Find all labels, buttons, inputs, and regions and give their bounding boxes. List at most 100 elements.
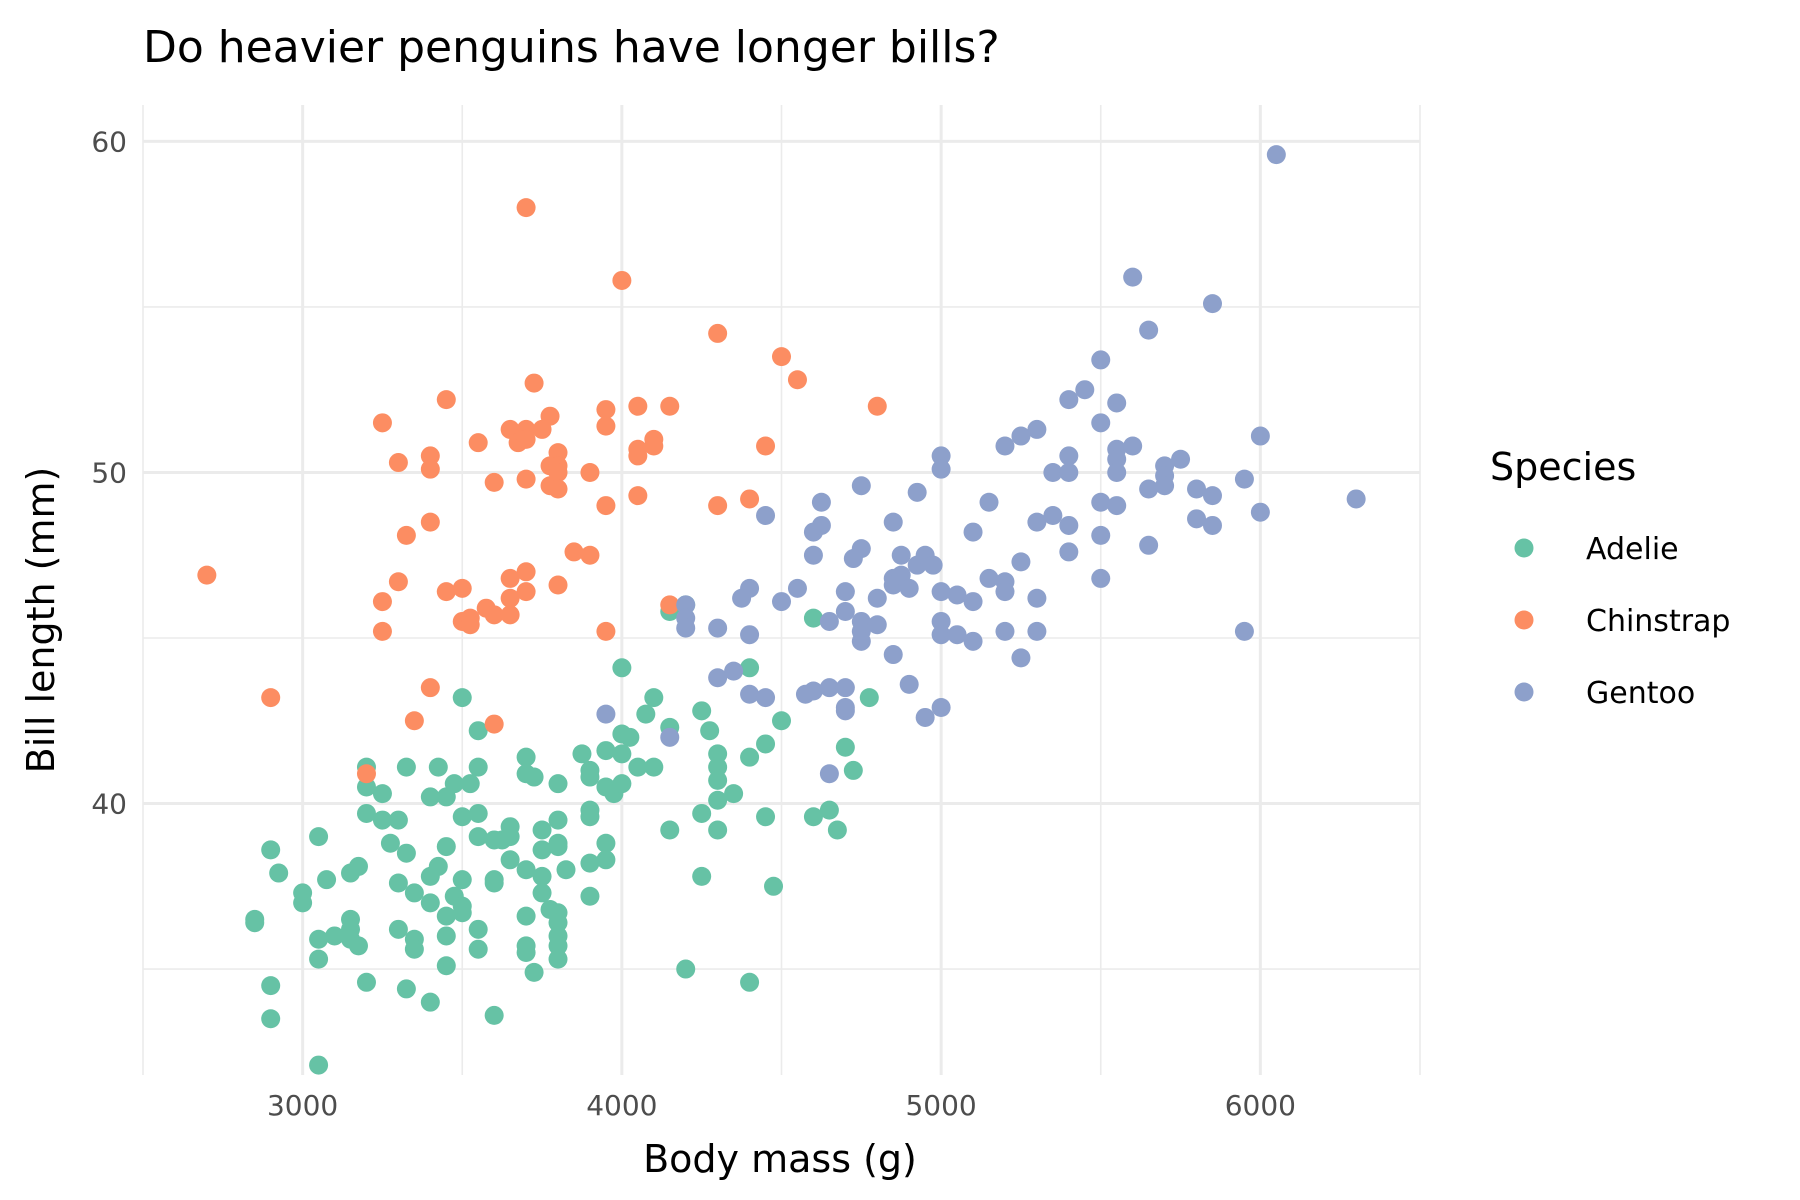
data-point-chinstrap	[516, 198, 536, 218]
data-point-chinstrap	[372, 592, 392, 612]
data-point-adelie	[396, 757, 416, 777]
legend: Species Adelie Chinstrap Gentoo	[1490, 445, 1730, 711]
data-point-chinstrap	[396, 525, 416, 545]
data-point-gentoo	[772, 592, 791, 612]
data-point-adelie	[436, 956, 456, 976]
data-point-adelie	[580, 807, 600, 827]
data-point-gentoo	[931, 625, 951, 645]
data-point-chinstrap	[524, 373, 544, 393]
data-point-gentoo	[931, 698, 951, 718]
data-point-adelie	[827, 820, 847, 840]
data-point-gentoo	[1187, 479, 1207, 499]
x-tick-label: 6000	[1225, 1089, 1296, 1122]
data-point-adelie	[548, 810, 568, 830]
data-point-adelie	[309, 1055, 329, 1075]
data-point-gentoo	[1250, 426, 1270, 446]
data-point-chinstrap	[644, 436, 664, 456]
data-point-gentoo	[1027, 621, 1047, 641]
data-point-adelie	[388, 919, 408, 939]
data-point-adelie	[516, 747, 536, 767]
data-point-gentoo	[1187, 509, 1207, 529]
data-point-adelie	[348, 936, 368, 956]
data-point-chinstrap	[388, 572, 408, 592]
data-point-adelie	[628, 757, 648, 777]
data-point-gentoo	[947, 625, 967, 645]
data-point-adelie	[532, 866, 552, 886]
data-point-chinstrap	[564, 542, 584, 562]
data-point-adelie	[436, 837, 456, 857]
data-point-gentoo	[1250, 502, 1270, 522]
data-point-adelie	[700, 721, 720, 741]
data-point-gentoo	[1027, 588, 1047, 608]
data-point-adelie	[428, 856, 448, 876]
data-point-gentoo	[1075, 380, 1095, 400]
data-point-chinstrap	[516, 469, 536, 489]
data-point-chinstrap	[261, 688, 281, 708]
data-point-adelie	[420, 893, 440, 913]
data-point-adelie	[356, 803, 376, 823]
data-point-adelie	[692, 866, 712, 886]
data-point-adelie	[548, 913, 568, 933]
data-point-gentoo	[787, 578, 807, 598]
data-point-gentoo	[1011, 552, 1031, 572]
data-point-adelie	[756, 807, 776, 827]
data-point-adelie	[708, 757, 728, 777]
data-point-adelie	[460, 774, 480, 794]
data-point-gentoo	[1011, 426, 1031, 446]
data-points	[197, 145, 1366, 1075]
data-point-chinstrap	[516, 562, 536, 582]
data-point-gentoo	[931, 582, 951, 602]
data-point-gentoo	[676, 595, 696, 615]
data-point-adelie	[269, 863, 289, 883]
data-point-gentoo	[1027, 419, 1047, 439]
data-point-adelie	[548, 936, 568, 956]
data-point-adelie	[692, 803, 712, 823]
data-point-gentoo	[963, 522, 983, 542]
data-point-gentoo	[851, 539, 871, 559]
data-point-gentoo	[923, 555, 943, 575]
data-point-gentoo	[1091, 350, 1111, 370]
data-point-adelie	[396, 979, 416, 999]
data-point-adelie	[532, 883, 552, 903]
data-point-gentoo	[1107, 393, 1127, 413]
data-point-chinstrap	[460, 615, 480, 635]
data-point-chinstrap	[388, 453, 408, 473]
data-point-adelie	[612, 744, 632, 764]
data-point-gentoo	[931, 459, 951, 479]
data-point-gentoo	[819, 678, 839, 698]
data-point-gentoo	[740, 578, 760, 598]
data-point-chinstrap	[436, 582, 456, 602]
data-point-chinstrap	[468, 433, 488, 453]
chart-title: Do heavier penguins have longer bills?	[143, 22, 1000, 73]
data-point-adelie	[580, 853, 600, 873]
data-point-chinstrap	[596, 496, 616, 516]
data-point-gentoo	[1043, 506, 1063, 526]
data-point-adelie	[444, 774, 464, 794]
data-point-adelie	[396, 843, 416, 863]
data-point-chinstrap	[628, 446, 648, 466]
data-point-chinstrap	[540, 406, 560, 426]
data-point-adelie	[803, 608, 823, 628]
x-axis-title: Body mass (g)	[643, 1137, 917, 1181]
data-point-adelie	[644, 688, 664, 708]
data-point-gentoo	[1059, 542, 1079, 562]
data-point-adelie	[532, 820, 552, 840]
data-point-chinstrap	[756, 436, 776, 456]
data-point-adelie	[859, 688, 879, 708]
x-axis-ticks: 3000 4000 5000 6000	[267, 1089, 1296, 1122]
data-point-adelie	[676, 959, 696, 979]
data-point-chinstrap	[708, 496, 728, 516]
data-point-gentoo	[995, 621, 1015, 641]
data-point-gentoo	[835, 582, 855, 602]
data-point-adelie	[420, 992, 440, 1012]
data-point-adelie	[740, 658, 760, 678]
data-point-chinstrap	[500, 588, 520, 608]
data-point-chinstrap	[420, 678, 440, 698]
data-point-adelie	[356, 972, 376, 992]
data-point-adelie	[452, 688, 472, 708]
data-point-adelie	[516, 906, 536, 926]
data-point-adelie	[428, 757, 448, 777]
data-point-adelie	[420, 787, 440, 807]
data-point-gentoo	[1171, 449, 1191, 469]
data-point-gentoo	[835, 698, 855, 718]
